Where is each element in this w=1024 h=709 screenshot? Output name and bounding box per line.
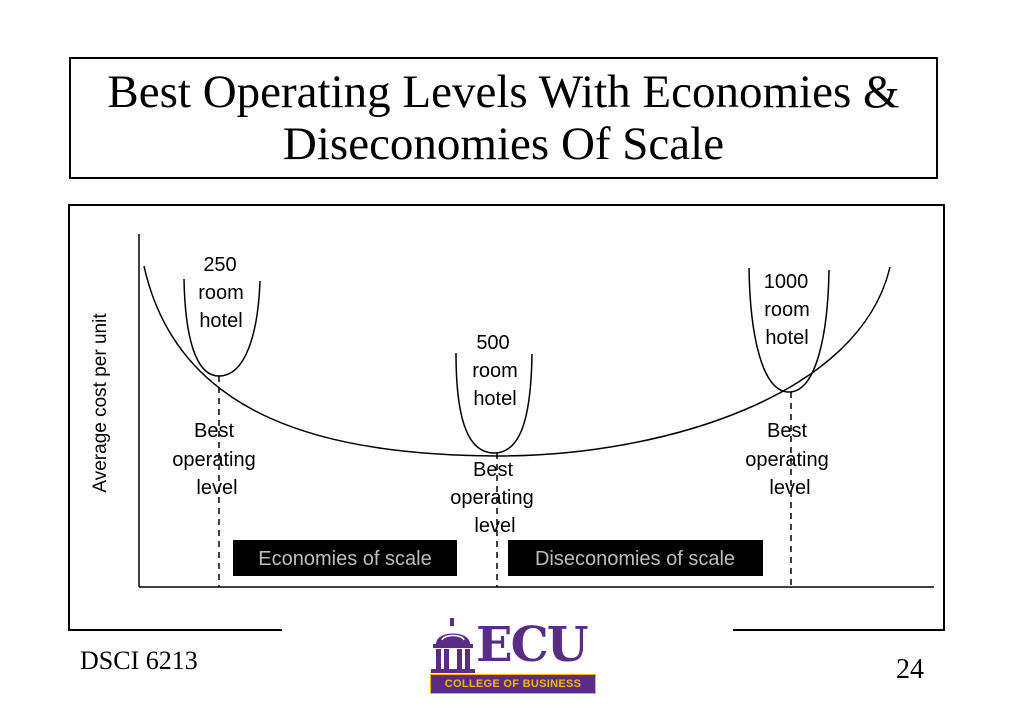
hotel-500-best-label: Best operating level [450, 459, 533, 537]
svg-text:level: level [196, 477, 237, 499]
svg-text:Best: Best [767, 420, 807, 442]
svg-text:room: room [472, 360, 518, 382]
slide-title-line-2: Diseconomies Of Scale [282, 118, 725, 170]
ecu-college-of-business-logo: ECU COLLEGE OF BUSINESS [430, 618, 598, 696]
logo-subtitle: COLLEGE OF BUSINESS [430, 674, 596, 694]
slide-title-line-1: Best Operating Levels With Economies & [107, 66, 900, 118]
svg-text:room: room [764, 299, 810, 321]
economies-of-scale-label: Economies of scale [258, 548, 431, 570]
hotel-1000-label: 1000 room hotel [764, 271, 810, 349]
hotel-250-best-label: Best operating level [172, 420, 255, 499]
hotel-500-curve [455, 352, 533, 454]
footer-rule-left [68, 629, 282, 631]
svg-text:operating: operating [450, 487, 533, 509]
svg-text:operating: operating [745, 449, 828, 471]
hotel-1000-curve [748, 267, 830, 393]
footer-rule-right [733, 629, 945, 631]
svg-text:Best: Best [473, 459, 513, 481]
hotel-250-label: 250 room hotel [198, 254, 244, 332]
cupola-icon [431, 618, 475, 673]
svg-text:500: 500 [476, 332, 509, 354]
y-axis-label: Average cost per unit [90, 313, 111, 493]
hotel-1000-best-label: Best operating level [745, 420, 828, 499]
diseconomies-of-scale-box [508, 540, 763, 576]
svg-text:level: level [474, 515, 515, 537]
svg-text:Best: Best [194, 420, 234, 442]
svg-text:hotel: hotel [199, 310, 242, 332]
page-number: 24 [896, 654, 924, 685]
svg-text:level: level [769, 477, 810, 499]
course-code: DSCI 6213 [80, 646, 198, 675]
logo-wordmark: ECU [476, 617, 589, 673]
diseconomies-of-scale-label: Diseconomies of scale [535, 548, 735, 570]
content-frame-right [943, 204, 945, 630]
slide-title: Best Operating Levels With Economies & D… [69, 57, 938, 179]
svg-text:250: 250 [203, 254, 236, 276]
content-frame-top [68, 204, 945, 206]
economies-of-scale-box [233, 540, 457, 576]
svg-text:operating: operating [172, 449, 255, 471]
svg-text:hotel: hotel [765, 327, 808, 349]
hotel-500-label: 500 room hotel [472, 332, 518, 410]
content-frame-left [68, 204, 70, 630]
svg-text:room: room [198, 282, 244, 304]
svg-text:1000: 1000 [764, 271, 809, 293]
svg-text:hotel: hotel [473, 388, 516, 410]
